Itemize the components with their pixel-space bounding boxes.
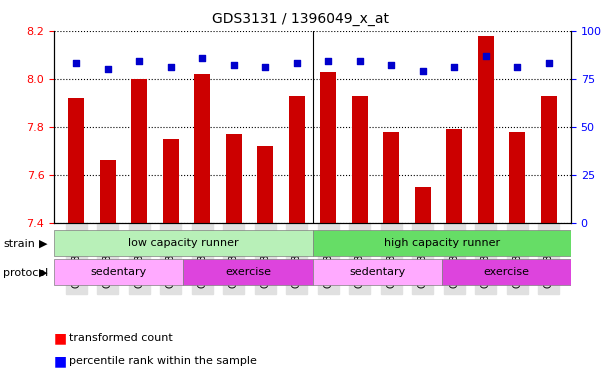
Text: percentile rank within the sample: percentile rank within the sample [69, 356, 257, 366]
Point [229, 62, 239, 68]
Point [481, 53, 490, 59]
Text: transformed count: transformed count [69, 333, 173, 343]
Text: sedentary: sedentary [91, 266, 147, 277]
Bar [320, 71, 336, 223]
Point [103, 66, 112, 72]
Bar [447, 129, 462, 223]
Point [355, 58, 365, 65]
Bar [257, 146, 273, 223]
Bar [510, 131, 525, 223]
Bar [100, 161, 115, 223]
Point [418, 68, 428, 74]
Point [450, 64, 459, 70]
Point [166, 64, 175, 70]
Point [260, 64, 270, 70]
Text: low capacity runner: low capacity runner [128, 238, 239, 248]
Text: ■: ■ [54, 354, 67, 368]
Bar [69, 98, 84, 223]
Text: ▶: ▶ [39, 239, 47, 249]
Point [544, 60, 554, 66]
Text: GDS3131 / 1396049_x_at: GDS3131 / 1396049_x_at [212, 12, 389, 25]
Text: sedentary: sedentary [349, 266, 405, 277]
Point [386, 62, 396, 68]
Text: exercise: exercise [225, 266, 271, 277]
Text: high capacity runner: high capacity runner [383, 238, 500, 248]
Text: exercise: exercise [483, 266, 529, 277]
Text: ▶: ▶ [39, 268, 47, 278]
Point [292, 60, 302, 66]
Bar [194, 74, 210, 223]
Text: ■: ■ [54, 331, 67, 345]
Bar [352, 96, 368, 223]
FancyBboxPatch shape [54, 230, 313, 256]
Point [135, 58, 144, 65]
FancyBboxPatch shape [313, 230, 571, 256]
FancyBboxPatch shape [442, 259, 571, 285]
Point [72, 60, 81, 66]
Bar [163, 139, 178, 223]
Point [197, 55, 207, 61]
Text: protocol: protocol [3, 268, 48, 278]
FancyBboxPatch shape [183, 259, 313, 285]
Point [513, 64, 522, 70]
Bar [415, 187, 431, 223]
Bar [383, 131, 399, 223]
Point [323, 58, 333, 65]
FancyBboxPatch shape [54, 259, 183, 285]
FancyBboxPatch shape [313, 259, 442, 285]
Bar [478, 35, 494, 223]
Bar [226, 134, 242, 223]
Bar [131, 79, 147, 223]
Text: strain: strain [3, 239, 35, 249]
Bar [289, 96, 305, 223]
Bar [541, 96, 557, 223]
